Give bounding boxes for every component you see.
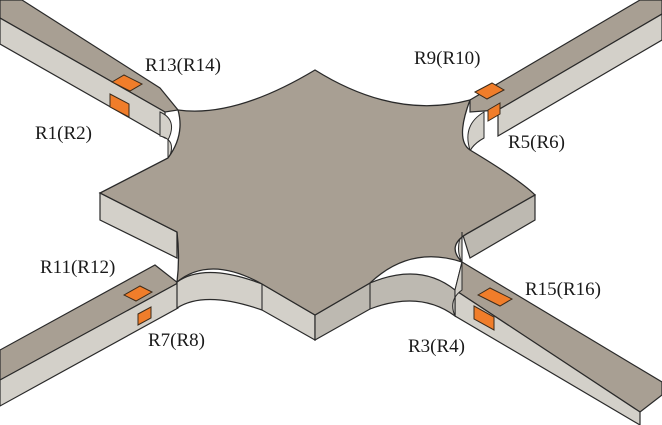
arm-upper-right-side (497, 13, 662, 138)
label-r15-r16: R15(R16) (525, 279, 601, 300)
plate-fillet-right-side (452, 231, 463, 317)
gauge-r15-top (476, 287, 514, 307)
gauge-r11-top (122, 285, 154, 302)
label-r13-r14: R13(R14) (145, 55, 221, 76)
gauge-r5-side (487, 102, 501, 122)
plate-fillet-upper-left-side (159, 111, 173, 161)
label-r9-r10: R9(R10) (414, 48, 481, 69)
label-r11-r12: R11(R12) (40, 257, 115, 278)
gauge-r13-top (110, 74, 144, 92)
label-r3-r4: R3(R4) (408, 336, 465, 357)
gauge-r9-top (473, 82, 506, 100)
plate-top-face (98, 69, 537, 316)
label-r5-r6: R5(R6) (508, 132, 565, 153)
gauge-r3-side (473, 305, 495, 331)
gauge-r1-side (109, 93, 130, 118)
label-r7-r8: R7(R8) (148, 330, 205, 351)
gauge-r7-side (137, 306, 152, 326)
label-r1-r2: R1(R2) (35, 123, 92, 144)
